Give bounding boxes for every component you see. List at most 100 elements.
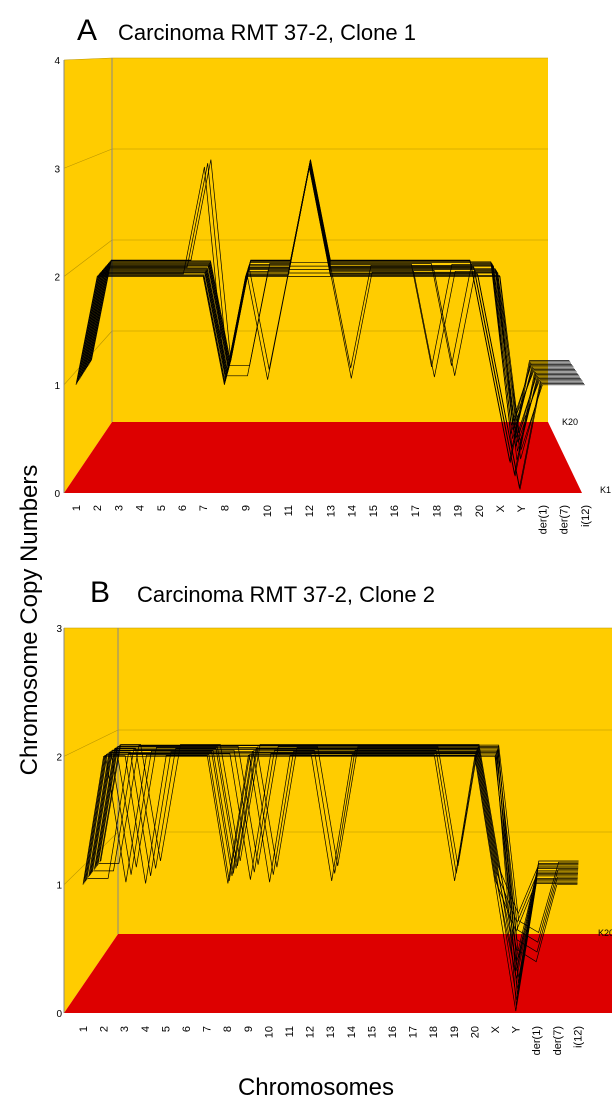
panel-b-letter: B bbox=[90, 576, 110, 609]
x-tick-label: 15 bbox=[366, 1026, 378, 1038]
series-line bbox=[75, 276, 585, 450]
depth-label: K20 bbox=[562, 417, 578, 427]
x-tick-label: 20 bbox=[469, 1026, 481, 1038]
series-line bbox=[95, 747, 579, 951]
series-line bbox=[82, 755, 578, 963]
x-tick-label: 2 bbox=[92, 505, 104, 511]
series-line bbox=[91, 750, 578, 924]
grid-line bbox=[63, 831, 119, 885]
x-tick-label: 6 bbox=[177, 505, 189, 511]
x-tick-label: 18 bbox=[431, 505, 443, 517]
y-tick-label: 2 bbox=[54, 273, 60, 284]
grid-line bbox=[63, 729, 119, 757]
x-tick-label: 16 bbox=[389, 505, 401, 517]
x-tick-label: 19 bbox=[449, 1026, 461, 1038]
grid-line bbox=[63, 239, 113, 277]
x-tick-label: 17 bbox=[408, 1026, 420, 1038]
series-line bbox=[100, 744, 579, 978]
series-line bbox=[99, 744, 579, 934]
y-tick-label: 3 bbox=[54, 164, 60, 175]
x-tick-label: i(12) bbox=[572, 1026, 584, 1048]
series-line bbox=[85, 754, 578, 933]
depth-label: K20 bbox=[598, 928, 612, 938]
x-tick-label: 4 bbox=[135, 505, 147, 511]
grid-line bbox=[63, 148, 113, 169]
x-tick-label: der(1) bbox=[531, 1026, 543, 1055]
y-tick-label: 0 bbox=[56, 1009, 62, 1020]
x-tick-label: Y bbox=[511, 1025, 523, 1033]
grid-line bbox=[63, 57, 113, 61]
x-tick-label: 6 bbox=[181, 1026, 193, 1032]
x-tick-label: 13 bbox=[325, 1026, 337, 1038]
series-line bbox=[90, 750, 578, 962]
series-line bbox=[93, 749, 579, 969]
x-tick-label: 3 bbox=[119, 1026, 131, 1032]
x-tick-label: der(7) bbox=[552, 1026, 564, 1055]
x-tick-label: 1 bbox=[71, 505, 83, 511]
series-line bbox=[99, 745, 579, 958]
series-line bbox=[84, 754, 578, 972]
x-tick-label: 5 bbox=[156, 505, 168, 511]
x-tick-label: X bbox=[495, 504, 507, 512]
floor bbox=[64, 422, 582, 493]
x-tick-label: 3 bbox=[113, 505, 125, 511]
panel-a-title: Carcinoma RMT 37-2, Clone 1 bbox=[118, 20, 416, 45]
x-tick-label: 12 bbox=[304, 505, 316, 517]
back-wall bbox=[118, 628, 612, 934]
x-tick-label: 9 bbox=[241, 505, 253, 511]
x-tick-label: 2 bbox=[99, 1026, 111, 1032]
x-tick-label: 15 bbox=[368, 505, 380, 517]
x-tick-label: 9 bbox=[243, 1026, 255, 1032]
y-tick-label: 1 bbox=[56, 881, 62, 892]
x-tick-label: i(12) bbox=[580, 505, 592, 527]
x-tick-label: 19 bbox=[453, 505, 465, 517]
series-line bbox=[94, 747, 579, 989]
series-line bbox=[89, 751, 578, 1000]
x-tick-label: 18 bbox=[428, 1026, 440, 1038]
series-line bbox=[86, 753, 578, 1006]
x-tick-label: 8 bbox=[219, 505, 231, 511]
series-line bbox=[76, 167, 584, 460]
y-tick-label: 0 bbox=[54, 489, 60, 500]
x-tick-label: der(1) bbox=[537, 505, 549, 534]
panel-b-title: Carcinoma RMT 37-2, Clone 2 bbox=[137, 582, 435, 607]
x-tick-label: 11 bbox=[284, 1026, 296, 1037]
x-axis-title: Chromosomes bbox=[238, 1074, 394, 1101]
y-tick-label: 2 bbox=[56, 752, 62, 763]
series-line bbox=[96, 746, 579, 915]
y-tick-label: 1 bbox=[54, 381, 60, 392]
x-tick-label: 8 bbox=[222, 1026, 234, 1032]
series-line bbox=[83, 755, 578, 1012]
x-tick-label: 1 bbox=[78, 1026, 90, 1032]
y-tick-label: 3 bbox=[56, 624, 62, 635]
depth-label: K1 bbox=[600, 485, 611, 495]
series-line bbox=[87, 752, 578, 979]
x-tick-label: 14 bbox=[346, 1026, 358, 1038]
x-tick-label: 14 bbox=[347, 505, 359, 517]
x-tick-label: 5 bbox=[160, 1026, 172, 1032]
x-tick-label: 12 bbox=[305, 1026, 317, 1038]
x-tick-label: 17 bbox=[410, 505, 422, 517]
x-tick-label: 20 bbox=[474, 505, 486, 517]
series-line bbox=[88, 752, 578, 953]
x-tick-label: 10 bbox=[262, 505, 274, 517]
x-tick-label: Y bbox=[516, 504, 528, 512]
series-line bbox=[92, 749, 578, 995]
x-tick-label: der(7) bbox=[559, 505, 571, 534]
y-tick-label: 4 bbox=[54, 56, 60, 67]
panel-a-letter: A bbox=[77, 14, 97, 47]
x-tick-label: 7 bbox=[202, 1026, 214, 1032]
y-axis-title: Chromosome Copy Numbers bbox=[16, 465, 43, 776]
x-tick-label: X bbox=[490, 1025, 502, 1033]
floor bbox=[64, 934, 612, 1013]
x-tick-label: 16 bbox=[387, 1026, 399, 1038]
x-tick-label: 13 bbox=[325, 505, 337, 517]
x-tick-label: 10 bbox=[263, 1026, 275, 1038]
series-line bbox=[97, 746, 579, 984]
side-wall bbox=[64, 628, 118, 1013]
